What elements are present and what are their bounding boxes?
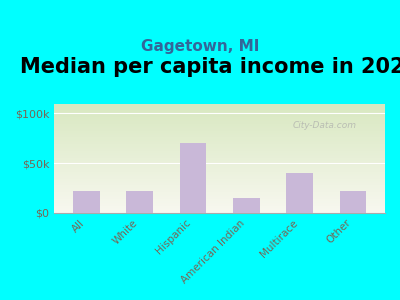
Bar bbox=[340, 191, 366, 213]
Bar bbox=[126, 191, 153, 213]
Bar bbox=[286, 173, 313, 213]
Title: Median per capita income in 2022: Median per capita income in 2022 bbox=[20, 57, 400, 77]
Bar bbox=[180, 143, 206, 213]
Text: Gagetown, MI: Gagetown, MI bbox=[141, 39, 259, 54]
Bar bbox=[233, 198, 260, 213]
Text: City-Data.com: City-Data.com bbox=[292, 121, 356, 130]
Bar bbox=[73, 191, 100, 213]
